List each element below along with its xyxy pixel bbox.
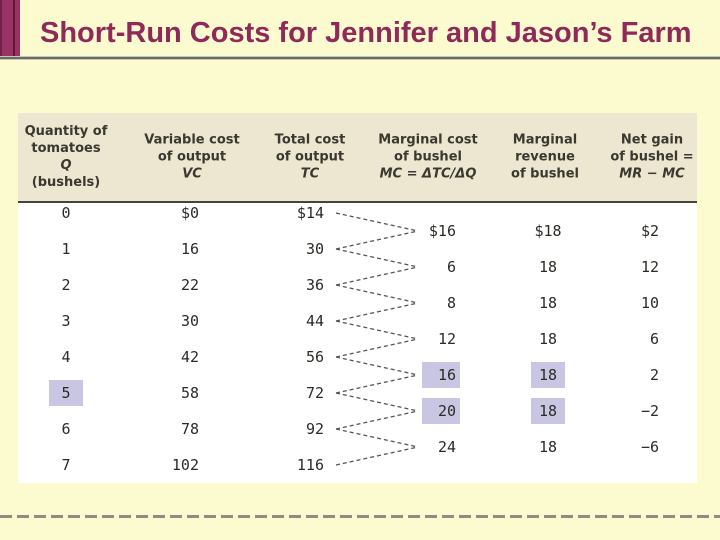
mr-cell: 18 <box>538 438 558 456</box>
q-cell: 3 <box>61 312 71 330</box>
mc-cell: 16 <box>422 362 460 388</box>
mc-cell: 6 <box>446 258 456 276</box>
tc-cell: 30 <box>305 240 324 258</box>
bottom-dashed-divider <box>0 515 720 518</box>
tc-cell: $14 <box>296 204 324 222</box>
tc-cell: 36 <box>305 276 324 294</box>
tc-mc-connector-line <box>335 302 419 322</box>
header-line: of bushel = <box>610 149 694 165</box>
tc-mc-connector-line <box>335 248 419 268</box>
header-line: Net gain <box>620 132 684 148</box>
header-tc: Total cost of output TC <box>275 132 346 183</box>
mr-cell: 18 <box>531 398 565 424</box>
vc-cell: 42 <box>180 348 199 366</box>
header-line: TC <box>300 166 320 182</box>
left-accent-bar-divider <box>13 0 15 56</box>
header-line: of output <box>157 149 227 165</box>
tc-mc-connector-line <box>335 428 419 448</box>
left-accent-bar <box>0 0 13 56</box>
header-line: Total cost <box>274 132 346 148</box>
tc-cell: 56 <box>305 348 324 366</box>
tc-mc-connector-line <box>335 266 419 286</box>
ng-cell: 10 <box>640 294 659 312</box>
q-cell: 4 <box>61 348 71 366</box>
vc-cell: 30 <box>180 312 199 330</box>
tc-cell: 44 <box>305 312 324 330</box>
header-mr: Marginal revenue of bushel <box>511 132 579 183</box>
mc-cell: 24 <box>437 438 456 456</box>
mr-cell: $18 <box>534 222 562 240</box>
vc-cell: 102 <box>171 456 199 474</box>
vc-cell: 22 <box>180 276 199 294</box>
zigzag-lines <box>335 212 419 466</box>
q-cell: 7 <box>61 456 71 474</box>
header-line: Q <box>60 158 72 173</box>
header-line: of bushel <box>511 166 579 182</box>
header-line: (bushels) <box>31 175 101 190</box>
header-line: Marginal <box>512 132 578 148</box>
header-line: MR − MC <box>619 166 685 182</box>
tc-mc-connector-line <box>335 212 419 232</box>
tc-cell: 116 <box>296 456 324 474</box>
ng-cell: 2 <box>649 366 659 384</box>
ng-cell: −6 <box>640 438 659 456</box>
vc-cell: 78 <box>180 420 199 438</box>
mr-cell: 18 <box>538 294 558 312</box>
header-vc: Variable cost of output VC <box>144 132 239 183</box>
header-line: Quantity of <box>24 124 108 139</box>
header-line: of output <box>275 149 345 165</box>
q-cell: 1 <box>61 240 71 258</box>
tc-mc-connector-line <box>335 410 419 430</box>
vc-cell: 16 <box>180 240 199 258</box>
tc-mc-connector-line <box>335 446 419 466</box>
mc-cell: $16 <box>428 222 456 240</box>
header-mc: Marginal cost of bushel MC = ΔTC/ΔQ <box>378 132 477 183</box>
ng-cell: $2 <box>640 222 659 240</box>
mc-cell: 8 <box>446 294 456 312</box>
header-line: of bushel <box>394 149 462 165</box>
tc-mc-connector-line <box>335 338 419 358</box>
tc-mc-connector-line <box>335 284 419 304</box>
mc-cell: 20 <box>422 398 460 424</box>
table-header-row: Quantity of tomatoes Q (bushels) Variable co… <box>18 113 697 203</box>
ng-cell: 6 <box>649 330 659 348</box>
slide-title: Short-Run Costs for Jennifer and Jason’s… <box>40 17 692 49</box>
header-line: Variable cost <box>144 132 240 148</box>
q-cell: 6 <box>61 420 71 438</box>
title-divider-rule <box>0 56 720 60</box>
q-cell: 0 <box>61 204 71 222</box>
table-body: 0 $0 $14 1 16 30 2 22 36 3 30 44 4 42 56 5 58 72 6 78 92 7 102… <box>18 203 697 483</box>
mc-cell: 12 <box>437 330 456 348</box>
mr-cell: 18 <box>538 330 558 348</box>
mr-cell: 18 <box>538 258 558 276</box>
header-q: Quantity of tomatoes Q (bushels) <box>25 123 108 191</box>
tc-cell: 92 <box>305 420 324 438</box>
header-line: revenue <box>515 149 575 165</box>
vc-cell: 58 <box>180 384 199 402</box>
q-cell: 5 <box>49 380 83 406</box>
header-line: tomatoes <box>31 141 101 156</box>
left-accent-bar-inner <box>15 0 20 56</box>
tc-mc-connector-line <box>335 320 419 340</box>
tc-cell: 72 <box>305 384 324 402</box>
vc-cell: $0 <box>180 204 199 222</box>
q-cell: 2 <box>61 276 71 294</box>
costs-table: Quantity of tomatoes Q (bushels) Variable co… <box>18 113 697 483</box>
header-ng: Net gain of bushel = MR − MC <box>610 132 693 183</box>
header-line: Marginal cost <box>378 132 478 148</box>
header-line: VC <box>182 166 202 182</box>
header-line: MC = ΔTC/ΔQ <box>379 166 477 182</box>
tc-mc-connector-line <box>335 374 419 394</box>
tc-mc-connector-line <box>335 230 419 250</box>
mr-cell: 18 <box>531 362 565 388</box>
tc-mc-connector-line <box>335 356 419 376</box>
ng-cell: −2 <box>640 402 659 420</box>
tc-mc-connector-line <box>335 392 419 412</box>
ng-cell: 12 <box>640 258 659 276</box>
